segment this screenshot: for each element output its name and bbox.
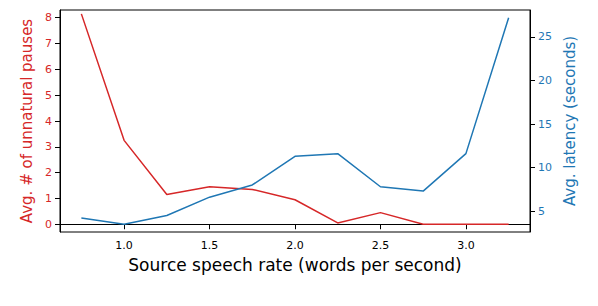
svg-text:1: 1: [45, 192, 52, 205]
svg-text:15: 15: [538, 118, 552, 131]
svg-text:Source speech rate (words per: Source speech rate (words per second): [128, 255, 461, 275]
svg-text:3: 3: [45, 140, 52, 153]
svg-text:4: 4: [45, 115, 52, 128]
svg-text:5: 5: [538, 205, 545, 218]
svg-text:2: 2: [45, 166, 52, 179]
svg-text:20: 20: [538, 74, 552, 87]
svg-text:0: 0: [45, 218, 52, 231]
svg-text:2.5: 2.5: [372, 239, 390, 252]
svg-text:1.5: 1.5: [201, 239, 219, 252]
svg-text:1.0: 1.0: [115, 239, 133, 252]
svg-text:8: 8: [45, 11, 52, 24]
svg-text:25: 25: [538, 30, 552, 43]
svg-text:Avg. latency (seconds): Avg. latency (seconds): [561, 36, 579, 206]
svg-text:Avg. # of unnatural pauses: Avg. # of unnatural pauses: [18, 19, 36, 224]
svg-text:5: 5: [45, 89, 52, 102]
svg-text:6: 6: [45, 63, 52, 76]
svg-text:10: 10: [538, 161, 552, 174]
svg-text:3.0: 3.0: [457, 239, 475, 252]
svg-text:7: 7: [45, 37, 52, 50]
svg-text:2.0: 2.0: [286, 239, 304, 252]
